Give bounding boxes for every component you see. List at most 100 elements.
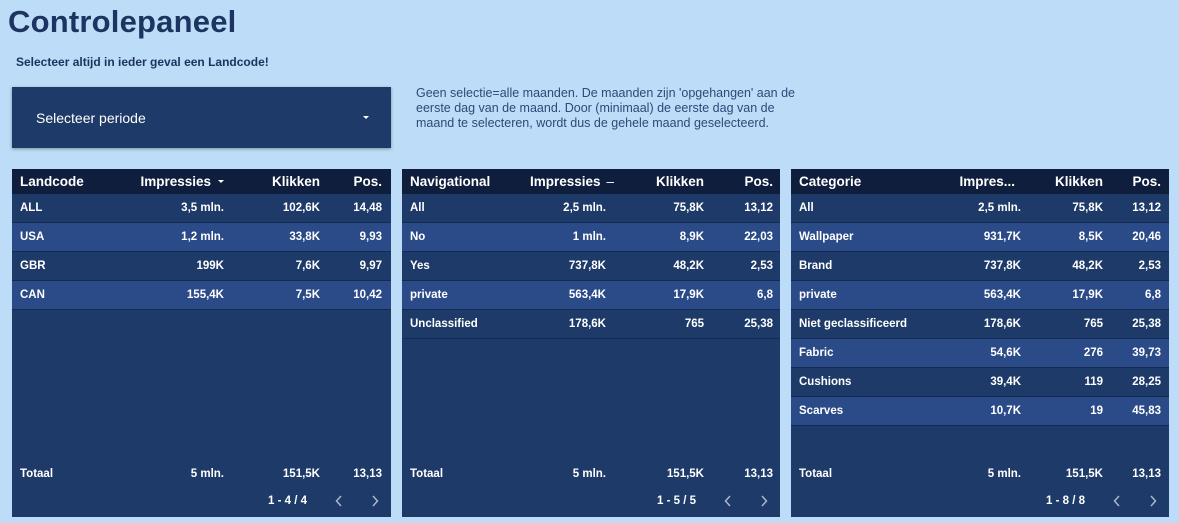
cell-impressies: 178,6K (568, 318, 606, 330)
cell-klikken: 75,8K (1072, 202, 1103, 214)
cell-pos: 25,38 (744, 318, 773, 330)
column-header-pos[interactable]: Pos. (744, 174, 773, 189)
table-row[interactable]: private 563,4K 17,9K 6,8 (402, 281, 780, 310)
column-header-impressies[interactable]: Impressies – (529, 174, 614, 189)
column-header-landcode[interactable]: Landcode (20, 174, 84, 189)
cell-impressies: 3,5 mln. (181, 202, 224, 214)
table-row[interactable]: Scarves 10,7K 19 45,83 (791, 397, 1169, 426)
cell-pos: 13,12 (744, 202, 773, 214)
total-klikken: 151,5K (1065, 468, 1103, 480)
table-row[interactable]: Cushions 39,4K 119 28,25 (791, 368, 1169, 397)
cell-pos: 6,8 (757, 289, 773, 301)
cell-label: Yes (410, 260, 430, 272)
column-header-pos[interactable]: Pos. (353, 174, 382, 189)
cell-label: private (410, 289, 448, 301)
cell-impressies: 54,6K (990, 347, 1021, 359)
pager-range: 1 - 8 / 8 (1046, 495, 1085, 507)
cell-pos: 10,42 (353, 289, 382, 301)
column-header-navigational[interactable]: Navigational (410, 174, 491, 189)
table-pager: 1 - 8 / 8 (1046, 489, 1169, 513)
table-row[interactable]: All 2,5 mln. 75,8K 13,12 (402, 194, 780, 223)
cell-klikken: 48,2K (1072, 260, 1103, 272)
cell-label: Wallpaper (799, 231, 854, 243)
cell-label: Unclassified (410, 318, 478, 330)
total-impressies: 5 mln. (190, 468, 224, 480)
cell-label: private (799, 289, 837, 301)
cell-label: CAN (20, 289, 45, 301)
cell-label: GBR (20, 260, 46, 272)
table-total-row: Totaal 5 mln. 151,5K 13,13 (402, 465, 780, 483)
table-row[interactable]: Fabric 54,6K 276 39,73 (791, 339, 1169, 368)
column-header-impressies[interactable]: Impres... (959, 174, 1015, 189)
cell-pos: 14,48 (353, 202, 382, 214)
table-total-row: Totaal 5 mln. 151,5K 13,13 (791, 465, 1169, 483)
table-body: ALL 3,5 mln. 102,6K 14,48 USA 1,2 mln. 33,8K 9,… (12, 194, 391, 310)
period-select-label: Selecteer periode (36, 109, 146, 126)
sort-none-icon: – (606, 174, 614, 189)
column-header-klikken[interactable]: Klikken (655, 174, 704, 189)
cell-label: All (799, 202, 814, 214)
table-row[interactable]: GBR 199K 7,6K 9,97 (12, 252, 391, 281)
total-label: Totaal (20, 468, 54, 480)
column-header-impressies[interactable]: Impressies (106, 174, 224, 189)
column-header-pos[interactable]: Pos. (1132, 174, 1161, 189)
cell-label: All (410, 202, 425, 214)
total-label: Totaal (410, 468, 444, 480)
table-row[interactable]: CAN 155,4K 7,5K 10,42 (12, 281, 391, 310)
sort-desc-icon (218, 180, 224, 183)
chevron-left-icon[interactable] (1107, 491, 1127, 511)
cell-impressies: 737,8K (568, 260, 606, 272)
cell-pos: 6,8 (1145, 289, 1161, 301)
cell-impressies: 563,4K (983, 289, 1021, 301)
cell-klikken: 7,5K (295, 289, 320, 301)
cell-label: Fabric (799, 347, 834, 359)
table-landcode: Landcode Impressies Klikken Pos. ALL 3,5 … (12, 169, 391, 517)
cell-klikken: 19 (1090, 405, 1103, 417)
cell-label: Niet geclassificeerd (799, 318, 908, 330)
table-navigational: Navigational Impressies – Klikken Pos. Al… (402, 169, 780, 517)
column-header-klikken[interactable]: Klikken (271, 174, 320, 189)
table-row[interactable]: ALL 3,5 mln. 102,6K 14,48 (12, 194, 391, 223)
cell-impressies: 563,4K (568, 289, 606, 301)
column-header-categorie[interactable]: Categorie (799, 174, 862, 189)
cell-label: Scarves (799, 405, 844, 417)
total-pos: 13,13 (353, 468, 382, 480)
chevron-right-icon[interactable] (754, 491, 774, 511)
cell-impressies: 1 mln. (572, 231, 606, 243)
caret-down-icon (363, 116, 369, 119)
period-select[interactable]: Selecteer periode (12, 87, 391, 148)
chevron-left-icon[interactable] (718, 491, 738, 511)
table-row[interactable]: No 1 mln. 8,9K 22,03 (402, 223, 780, 252)
period-note: Geen selectie=alle maanden. De maanden z… (416, 86, 796, 130)
table-body: All 2,5 mln. 75,8K 13,12 Wallpaper 931,7K 8,5K… (791, 194, 1169, 426)
table-row[interactable]: Yes 737,8K 48,2K 2,53 (402, 252, 780, 281)
cell-pos: 22,03 (744, 231, 773, 243)
total-label: Totaal (799, 468, 833, 480)
pager-range: 1 - 5 / 5 (657, 495, 696, 507)
table-row[interactable]: Unclassified 178,6K 765 25,38 (402, 310, 780, 339)
chevron-right-icon[interactable] (1143, 491, 1163, 511)
table-row[interactable]: USA 1,2 mln. 33,8K 9,93 (12, 223, 391, 252)
chevron-right-icon[interactable] (365, 491, 385, 511)
table-header: Landcode Impressies Klikken Pos. (12, 169, 391, 194)
table-row[interactable]: All 2,5 mln. 75,8K 13,12 (791, 194, 1169, 223)
cell-klikken: 8,9K (679, 231, 704, 243)
total-klikken: 151,5K (666, 468, 704, 480)
table-total-row: Totaal 5 mln. 151,5K 13,13 (12, 465, 391, 483)
cell-klikken: 276 (1083, 347, 1103, 359)
cell-pos: 20,46 (1132, 231, 1161, 243)
page-title: Controlepaneel (8, 4, 237, 39)
cell-impressies: 199K (196, 260, 225, 272)
column-header-klikken[interactable]: Klikken (1054, 174, 1103, 189)
table-row[interactable]: Brand 737,8K 48,2K 2,53 (791, 252, 1169, 281)
cell-impressies: 2,5 mln. (978, 202, 1021, 214)
cell-pos: 2,53 (1138, 260, 1161, 272)
table-row[interactable]: private 563,4K 17,9K 6,8 (791, 281, 1169, 310)
table-categorie: Categorie Impres... Klikken Pos. All 2,5 … (791, 169, 1169, 517)
table-row[interactable]: Niet geclassificeerd 178,6K 765 25,38 (791, 310, 1169, 339)
cell-pos: 9,93 (359, 231, 382, 243)
cell-pos: 9,97 (359, 260, 382, 272)
table-row[interactable]: Wallpaper 931,7K 8,5K 20,46 (791, 223, 1169, 252)
chevron-left-icon[interactable] (329, 491, 349, 511)
